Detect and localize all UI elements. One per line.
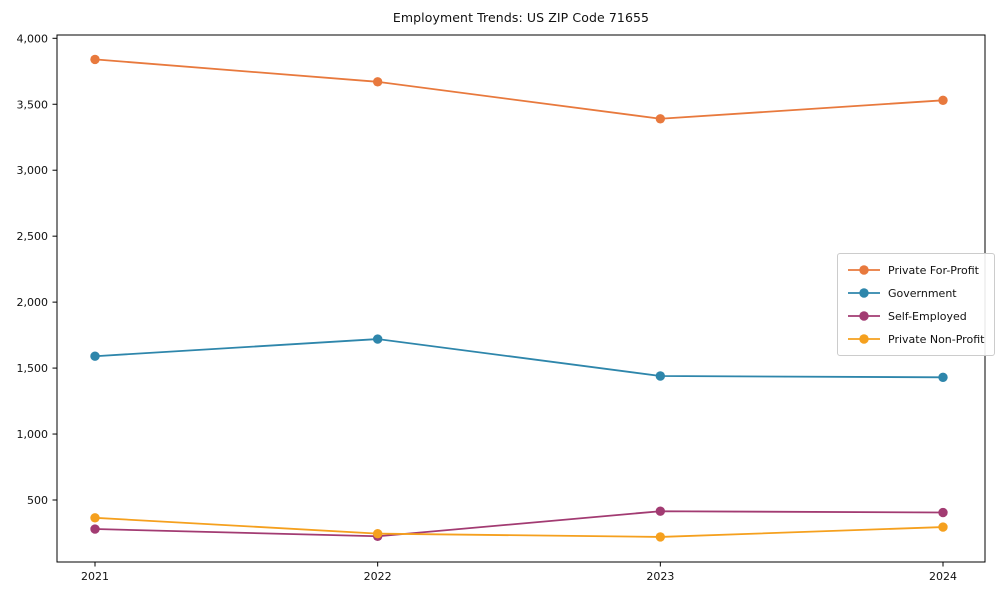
series-line-1 bbox=[94, 338, 944, 379]
data-point bbox=[655, 371, 666, 381]
y-tick-label: 4,000 bbox=[17, 32, 49, 45]
legend-item: Government bbox=[847, 284, 984, 302]
series-line-2 bbox=[94, 510, 944, 538]
data-point bbox=[938, 95, 948, 105]
x-tick-label: 2022 bbox=[364, 570, 392, 583]
data-point bbox=[938, 507, 948, 518]
legend-item-label: Private For-Profit bbox=[888, 263, 979, 277]
data-point bbox=[372, 528, 383, 539]
data-point bbox=[655, 532, 666, 542]
data-point bbox=[372, 334, 383, 344]
legend-line-marker-icon bbox=[848, 265, 880, 275]
legend-item: Private Non-Profit bbox=[847, 330, 984, 348]
legend-item-label: Private Non-Profit bbox=[888, 332, 985, 346]
chart-legend: Private For-Profit Government Self-Employe… bbox=[837, 253, 996, 356]
y-tick-label: 2,500 bbox=[17, 230, 49, 243]
x-tick-label: 2023 bbox=[646, 570, 674, 583]
legend-line-marker-icon bbox=[848, 288, 880, 298]
y-tick-label: 1,500 bbox=[17, 362, 49, 375]
data-point bbox=[938, 522, 948, 532]
data-point bbox=[90, 513, 100, 523]
legend-item: Self-Employed bbox=[847, 307, 984, 325]
legend-line-marker-icon bbox=[848, 311, 880, 321]
data-point bbox=[938, 372, 948, 383]
chart-title: Employment Trends: US ZIP Code 71655 bbox=[392, 10, 650, 25]
series-line-0 bbox=[94, 58, 944, 120]
y-tick-label: 500 bbox=[27, 494, 48, 507]
data-point bbox=[90, 54, 100, 65]
legend-line-marker-icon bbox=[848, 334, 880, 344]
y-tick-label: 3,500 bbox=[17, 98, 49, 111]
series-line-3 bbox=[94, 516, 944, 538]
x-tick-label: 2021 bbox=[81, 570, 109, 583]
legend-item-label: Government bbox=[888, 286, 957, 300]
data-point bbox=[655, 506, 666, 516]
data-point bbox=[90, 524, 100, 534]
y-tick-label: 1,000 bbox=[17, 428, 49, 441]
legend-item-label: Self-Employed bbox=[888, 309, 967, 323]
legend-item: Private For-Profit bbox=[847, 261, 984, 279]
x-tick-label: 2024 bbox=[929, 570, 957, 583]
data-point bbox=[655, 114, 666, 124]
data-point bbox=[372, 77, 383, 87]
data-point bbox=[90, 351, 100, 361]
y-tick-label: 2,000 bbox=[17, 296, 49, 309]
y-tick-label: 3,000 bbox=[17, 164, 49, 177]
